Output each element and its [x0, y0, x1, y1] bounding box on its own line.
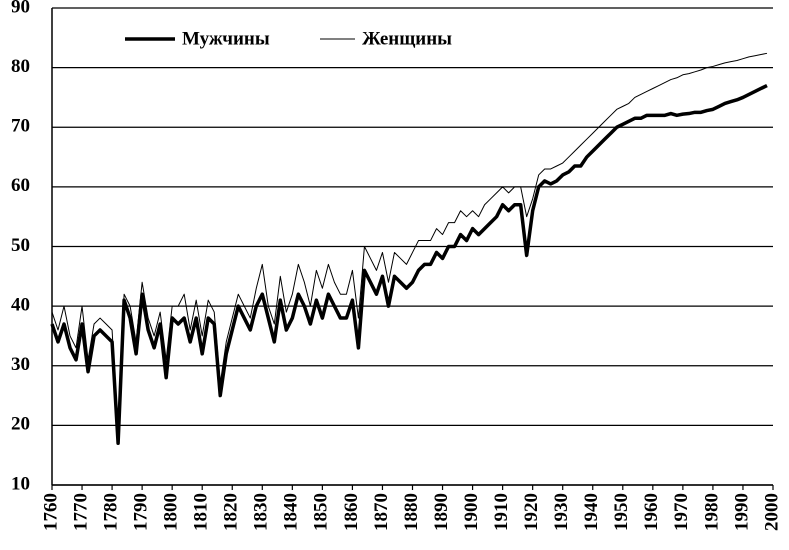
- x-tick-label: 1820: [221, 493, 242, 531]
- y-tick-label: 60: [11, 175, 30, 196]
- x-tick-label: 1990: [731, 493, 752, 531]
- x-tick-label: 1960: [641, 493, 662, 531]
- y-tick-label: 80: [11, 56, 30, 77]
- y-tick-label: 70: [11, 116, 30, 137]
- x-tick-label: 1920: [521, 493, 542, 531]
- x-tick-label: 1860: [341, 493, 362, 531]
- x-tick-label: 1890: [431, 493, 452, 531]
- x-tick-label: 1800: [161, 493, 182, 531]
- x-tick-label: 1810: [191, 493, 212, 531]
- x-tick-label: 1830: [251, 493, 272, 531]
- x-tick-label: 1950: [611, 493, 632, 531]
- x-tick-label: 1910: [491, 493, 512, 531]
- series-line: [50, 83, 768, 446]
- x-tick-label: 1900: [461, 493, 482, 531]
- x-tick-label: 2000: [761, 493, 782, 531]
- x-tick-label: 1760: [40, 493, 61, 531]
- x-tick-label: 1870: [371, 493, 392, 531]
- legend-label: Мужчины: [182, 28, 270, 49]
- x-tick-label: 1780: [100, 493, 121, 531]
- x-tick-label: 1770: [70, 493, 91, 531]
- y-tick-label: 30: [11, 354, 30, 375]
- x-tick-label: 1940: [581, 493, 602, 531]
- x-tick-label: 1850: [311, 493, 332, 531]
- y-tick-label: 10: [11, 473, 30, 494]
- y-tick-label: 20: [11, 414, 30, 435]
- series-line: [51, 52, 768, 438]
- legend-label: Женщины: [362, 28, 452, 49]
- x-tick-label: 1840: [281, 493, 302, 531]
- x-tick-label: 1790: [130, 493, 151, 531]
- y-tick-label: 50: [11, 235, 30, 256]
- x-tick-label: 1970: [671, 493, 692, 531]
- x-tick-label: 1930: [551, 493, 572, 531]
- y-tick-label: 90: [11, 0, 30, 17]
- x-tick-label: 1880: [401, 493, 422, 531]
- x-tick-label: 1980: [701, 493, 722, 531]
- y-tick-label: 40: [11, 294, 30, 315]
